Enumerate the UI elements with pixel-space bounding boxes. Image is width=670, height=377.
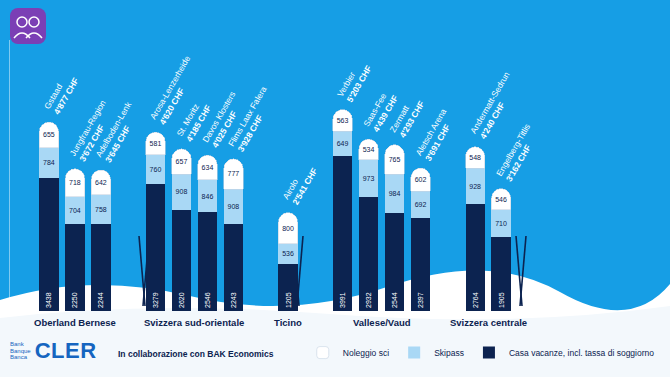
html-text:Bank: Bank — [10, 341, 24, 348]
svg-text:Ticino: Ticino — [274, 317, 302, 328]
svg-text:Casa vacanze, incl. tassa di s: Casa vacanze, incl. tassa di soggiorno — [509, 348, 654, 358]
svg-text:2250: 2250 — [71, 292, 78, 308]
html-text:Banque: Banque — [10, 347, 31, 354]
svg-text:2546: 2546 — [204, 292, 211, 308]
svg-text:3438: 3438 — [45, 292, 52, 308]
svg-text:2397: 2397 — [417, 292, 424, 308]
svg-text:1905: 1905 — [498, 292, 505, 308]
svg-text:Svizzera centrale: Svizzera centrale — [450, 317, 527, 328]
svg-text:Andermatt-Sedrun4'240 CHF: Andermatt-Sedrun4'240 CHF — [468, 70, 521, 141]
html-text:Banca: Banca — [10, 354, 27, 361]
svg-text:649: 649 — [337, 140, 349, 147]
svg-text:655: 655 — [43, 131, 55, 138]
svg-text:Flims Laax Falera3'928 CHF: Flims Laax Falera3'928 CHF — [226, 84, 278, 153]
svg-text:928: 928 — [469, 183, 481, 190]
svg-text:563: 563 — [337, 117, 349, 124]
svg-text:546: 546 — [495, 196, 507, 203]
svg-text:3279: 3279 — [152, 292, 159, 308]
svg-text:765: 765 — [389, 156, 401, 163]
svg-text:2620: 2620 — [178, 292, 185, 308]
svg-text:Svizzera sud-orientale: Svizzera sud-orientale — [144, 317, 244, 328]
svg-text:846: 846 — [202, 193, 214, 200]
svg-text:3991: 3991 — [339, 292, 346, 308]
svg-text:908: 908 — [176, 188, 188, 195]
svg-text:Engelberg-Titlis3'162 CHF: Engelberg-Titlis3'162 CHF — [494, 122, 542, 183]
svg-text:784: 784 — [43, 159, 55, 166]
svg-text:777: 777 — [228, 170, 240, 177]
svg-text:Aletsch Arena3'691 CHF: Aletsch Arena3'691 CHF — [414, 107, 459, 163]
svg-text:973: 973 — [363, 175, 375, 182]
svg-text:1205: 1205 — [285, 292, 292, 308]
svg-text:634: 634 — [202, 164, 214, 171]
svg-text:2932: 2932 — [365, 292, 372, 308]
svg-text:760: 760 — [150, 166, 162, 173]
svg-text:Airolo2'541 CHF: Airolo2'541 CHF — [281, 161, 320, 207]
svg-text:Adelboden-Lenk3'645 CHF: Adelboden-Lenk3'645 CHF — [94, 99, 144, 164]
svg-text:Vallese/Vaud: Vallese/Vaud — [353, 317, 411, 328]
svg-text:657: 657 — [176, 158, 188, 165]
svg-text:Davos Klosters4'025 CHF: Davos Klosters4'025 CHF — [200, 90, 247, 150]
svg-text:2244: 2244 — [97, 292, 104, 308]
svg-text:2243: 2243 — [230, 292, 237, 308]
html-text:In collaborazione con BAK Econ: In collaborazione con BAK Economics — [118, 349, 274, 359]
svg-text:2544: 2544 — [391, 292, 398, 308]
svg-text:758: 758 — [95, 206, 107, 213]
svg-text:Oberland Bernese: Oberland Bernese — [34, 317, 116, 328]
svg-text:Zermatt4'293 CHF: Zermatt4'293 CHF — [388, 94, 427, 140]
svg-text:Noleggio sci: Noleggio sci — [343, 348, 389, 358]
svg-text:710: 710 — [495, 220, 507, 227]
svg-text:718: 718 — [69, 179, 81, 186]
svg-text:2764: 2764 — [472, 292, 479, 308]
html-text:CLER: CLER — [34, 338, 97, 363]
svg-text:984: 984 — [389, 190, 401, 197]
svg-text:Skipass: Skipass — [434, 348, 464, 358]
svg-text:800: 800 — [282, 225, 294, 232]
svg-text:536: 536 — [282, 250, 294, 257]
svg-text:908: 908 — [228, 203, 240, 210]
svg-text:Arosa-Lenzerheide4'620 CHF: Arosa-Lenzerheide4'620 CHF — [148, 54, 202, 127]
svg-text:Saas-Fee4'439 CHF: Saas-Fee4'439 CHF — [361, 88, 400, 134]
svg-text:St. Moritz4'185 CHF: St. Moritz4'185 CHF — [174, 98, 213, 144]
svg-text:534: 534 — [363, 146, 375, 153]
svg-text:548: 548 — [469, 154, 481, 161]
svg-text:692: 692 — [415, 201, 427, 208]
svg-text:602: 602 — [415, 176, 427, 183]
svg-text:642: 642 — [95, 179, 107, 186]
svg-text:Verbier5'203 CHF: Verbier5'203 CHF — [335, 58, 374, 104]
svg-text:581: 581 — [150, 140, 162, 147]
svg-text:Jungfrau-Region3'672 CHF: Jungfrau-Region3'672 CHF — [68, 98, 118, 163]
svg-text:704: 704 — [69, 207, 81, 214]
svg-text:Gstaad4'877 CHF: Gstaad4'877 CHF — [42, 70, 81, 116]
